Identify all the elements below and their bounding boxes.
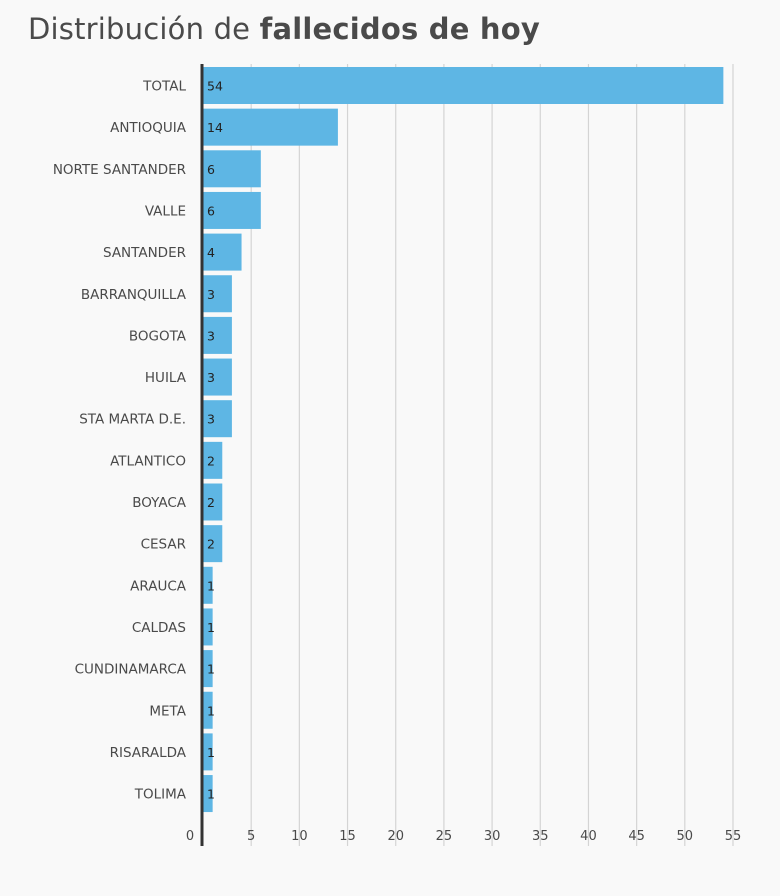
bar bbox=[203, 525, 223, 563]
category-label: ANTIOQUIA bbox=[110, 120, 187, 136]
bar bbox=[203, 441, 223, 479]
category-label: CALDAS bbox=[132, 620, 186, 636]
x-tick-label: 30 bbox=[484, 829, 501, 844]
bar-value-label: 3 bbox=[207, 287, 215, 302]
bar bbox=[203, 650, 213, 688]
bar-value-label: 2 bbox=[207, 495, 215, 510]
category-label: CESAR bbox=[141, 537, 186, 553]
bar bbox=[203, 150, 261, 188]
bar bbox=[203, 67, 724, 104]
category-label: STA MARTA D.E. bbox=[79, 412, 186, 428]
bar bbox=[203, 233, 242, 271]
bar-value-label: 1 bbox=[207, 703, 215, 718]
bar bbox=[203, 566, 213, 604]
category-label: TOTAL bbox=[142, 79, 186, 95]
bar-value-label: 6 bbox=[207, 203, 215, 218]
x-tick-label: 15 bbox=[339, 829, 356, 844]
bar-value-label: 1 bbox=[207, 745, 215, 760]
bar-value-label: 1 bbox=[207, 578, 215, 593]
x-tick-label: 50 bbox=[677, 829, 694, 844]
bar-value-label: 6 bbox=[207, 162, 215, 177]
x-tick-label: 25 bbox=[436, 829, 453, 844]
category-label: VALLE bbox=[145, 203, 186, 219]
bar bbox=[203, 691, 213, 729]
category-label: ARAUCA bbox=[130, 578, 187, 594]
bar-value-label: 3 bbox=[207, 412, 215, 427]
bar bbox=[203, 733, 213, 771]
x-tick-label: 45 bbox=[628, 829, 645, 844]
bar bbox=[203, 108, 338, 146]
bar-value-label: 3 bbox=[207, 328, 215, 343]
x-tick-label: 0 bbox=[186, 829, 194, 844]
bar bbox=[203, 775, 213, 813]
bar bbox=[203, 608, 213, 646]
x-tick-label: 55 bbox=[725, 829, 742, 844]
category-label: BOGOTA bbox=[129, 328, 187, 344]
x-tick-label: 20 bbox=[387, 829, 404, 844]
bar bbox=[203, 400, 232, 438]
chart-title: Distribución de fallecidos de hoy bbox=[28, 12, 540, 46]
category-label: CUNDINAMARCA bbox=[75, 662, 187, 678]
category-label: ATLANTICO bbox=[110, 453, 186, 469]
bar bbox=[203, 275, 232, 313]
bar-value-label: 14 bbox=[207, 120, 223, 135]
bar bbox=[203, 191, 261, 229]
category-label: TOLIMA bbox=[134, 787, 187, 803]
x-tick-label: 5 bbox=[247, 829, 255, 844]
bar-value-label: 2 bbox=[207, 537, 215, 552]
bar bbox=[203, 483, 223, 521]
bar-value-label: 54 bbox=[207, 79, 223, 94]
category-label: RISARALDA bbox=[110, 745, 187, 761]
category-label: NORTE SANTANDER bbox=[53, 162, 186, 178]
bar bbox=[203, 358, 232, 396]
x-tick-label: 35 bbox=[532, 829, 549, 844]
bar-value-label: 1 bbox=[207, 620, 215, 635]
category-label: META bbox=[149, 703, 186, 719]
x-tick-label: 10 bbox=[291, 829, 308, 844]
category-label: SANTANDER bbox=[103, 245, 186, 261]
chart-title-bold: fallecidos de hoy bbox=[259, 12, 540, 46]
bar-value-label: 2 bbox=[207, 453, 215, 468]
bar bbox=[203, 316, 232, 354]
category-label: BARRANQUILLA bbox=[81, 287, 187, 303]
chart-title-prefix: Distribución de bbox=[28, 12, 251, 46]
bar-value-label: 1 bbox=[207, 787, 215, 802]
bar-value-label: 4 bbox=[207, 245, 215, 260]
bar-value-label: 3 bbox=[207, 370, 215, 385]
x-tick-label: 40 bbox=[580, 829, 597, 844]
category-label: BOYACA bbox=[132, 495, 187, 511]
bar-value-label: 1 bbox=[207, 662, 215, 677]
category-label: HUILA bbox=[145, 370, 187, 386]
